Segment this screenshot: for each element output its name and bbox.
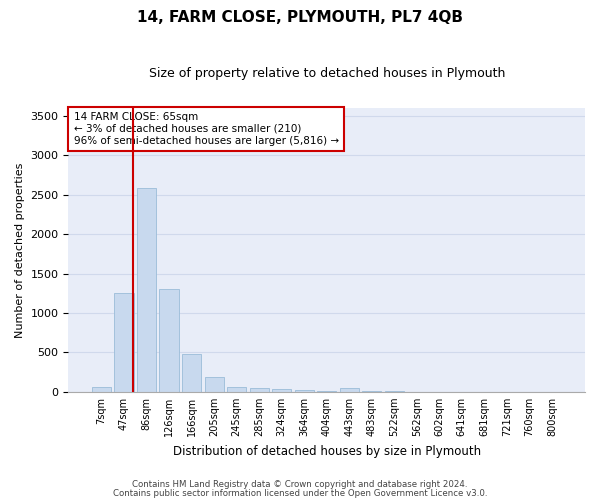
Bar [272, 390, 291, 392]
Y-axis label: Number of detached properties: Number of detached properties [15, 162, 25, 338]
Text: 14, FARM CLOSE, PLYMOUTH, PL7 4QB: 14, FARM CLOSE, PLYMOUTH, PL7 4QB [137, 10, 463, 25]
Bar [250, 388, 269, 392]
Bar [160, 288, 179, 392]
Bar [317, 390, 336, 392]
Bar [227, 386, 246, 392]
Text: Contains public sector information licensed under the Open Government Licence v3: Contains public sector information licen… [113, 489, 487, 498]
Bar [362, 391, 382, 392]
X-axis label: Distribution of detached houses by size in Plymouth: Distribution of detached houses by size … [173, 444, 481, 458]
Bar [205, 377, 224, 392]
Bar [137, 188, 156, 392]
Bar [182, 354, 201, 392]
Bar [295, 390, 314, 392]
Bar [340, 388, 359, 392]
Title: Size of property relative to detached houses in Plymouth: Size of property relative to detached ho… [149, 68, 505, 80]
Text: 14 FARM CLOSE: 65sqm
← 3% of detached houses are smaller (210)
96% of semi-detac: 14 FARM CLOSE: 65sqm ← 3% of detached ho… [74, 112, 338, 146]
Bar [92, 387, 111, 392]
Text: Contains HM Land Registry data © Crown copyright and database right 2024.: Contains HM Land Registry data © Crown c… [132, 480, 468, 489]
Bar [115, 294, 134, 392]
